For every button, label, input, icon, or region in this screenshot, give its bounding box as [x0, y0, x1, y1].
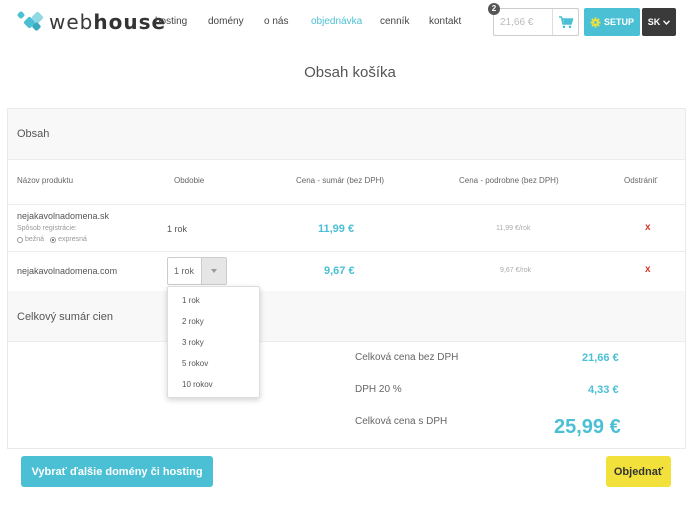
product-name: nejakavolnadomena.sk: [17, 211, 110, 221]
row-divider: [8, 204, 685, 205]
cart-count-badge: 2: [488, 3, 500, 15]
summary-label-vat: DPH 20 %: [355, 384, 402, 395]
nav-hosting[interactable]: hosting: [155, 16, 188, 27]
column-header-product: Názov produktu: [17, 176, 74, 185]
site-header: webhouse hosting domény o nás objednávka…: [0, 0, 700, 44]
nav-cennik[interactable]: cenník: [380, 16, 410, 27]
summary-value-gross: 25,99 €: [554, 416, 621, 438]
product-name: nejakavolnadomena.com: [17, 266, 118, 276]
column-header-remove: Odstrániť: [624, 176, 658, 185]
period-dropdown-menu: 1 rok 2 roky 3 roky 5 rokov 10 rokov: [167, 286, 260, 398]
summary-section-title: Celkový sumár cien: [17, 311, 113, 323]
radio-bezna[interactable]: [17, 236, 23, 243]
summary-value-net: 21,66 €: [582, 352, 619, 364]
price-detail: 11,99 €/rok: [496, 225, 531, 232]
logo[interactable]: webhouse: [16, 10, 166, 34]
radio-bezna-label: bežná: [25, 236, 45, 243]
row-divider: [8, 251, 685, 252]
content-section-header: Obsah: [8, 109, 685, 160]
nav-kontakt[interactable]: kontakt: [429, 16, 462, 27]
radio-expresna-label: expresná: [58, 236, 87, 243]
remove-item-button[interactable]: x: [645, 222, 651, 233]
page-title: Obsah košíka: [304, 64, 396, 81]
cart-icon[interactable]: [558, 14, 574, 30]
chevron-down-icon[interactable]: [201, 258, 226, 284]
dropdown-option[interactable]: 10 rokov: [182, 380, 213, 389]
dropdown-option[interactable]: 3 roky: [182, 338, 204, 347]
summary-label-net: Celková cena bez DPH: [355, 352, 459, 363]
dropdown-option[interactable]: 2 roky: [182, 317, 204, 326]
price-total: 11,99 €: [318, 223, 355, 235]
setup-label: SETUP: [603, 17, 634, 27]
summary-label-gross: Celková cena s DPH: [355, 416, 448, 427]
language-select[interactable]: SK: [642, 8, 676, 36]
registration-method-options: bežná expresná: [17, 236, 87, 243]
price-total: 9,67 €: [324, 265, 355, 277]
dropdown-option[interactable]: 1 rok: [182, 296, 200, 305]
setup-button[interactable]: SETUP: [584, 8, 640, 36]
gear-icon: [590, 16, 601, 28]
column-header-price-detail: Cena - podrobne (bez DPH): [459, 176, 559, 185]
radio-expresna[interactable]: [50, 236, 57, 243]
cart-widget[interactable]: 21,66 €: [493, 8, 579, 36]
summary-value-vat: 4,33 €: [588, 384, 619, 396]
cart-amount: 21,66 €: [500, 17, 534, 28]
price-detail: 9,67 €/rok: [500, 267, 532, 274]
nav-o-nas[interactable]: o nás: [264, 16, 289, 27]
cart-card: Obsah Celkový sumár cien: [7, 108, 686, 449]
dropdown-option[interactable]: 5 rokov: [182, 359, 209, 368]
cart-divider: [552, 9, 553, 35]
choose-more-button[interactable]: Vybrať ďalšie domény či hosting: [21, 456, 213, 487]
remove-item-button[interactable]: x: [645, 264, 651, 275]
summary-section-header: Celkový sumár cien: [8, 291, 685, 342]
column-header-price-total: Cena - sumár (bez DPH): [296, 176, 385, 185]
period-select-value: 1 rok: [174, 266, 195, 276]
period-select[interactable]: 1 rok: [167, 257, 227, 285]
order-button[interactable]: Objednať: [606, 456, 671, 487]
chevron-down-icon: [663, 19, 671, 25]
period-value: 1 rok: [167, 224, 188, 234]
column-header-period: Obdobie: [174, 176, 205, 185]
language-label: SK: [647, 17, 661, 27]
nav-domeny[interactable]: domény: [208, 16, 244, 27]
logo-icon: [16, 10, 46, 34]
nav-objednavka[interactable]: objednávka: [311, 16, 363, 27]
logo-text: webhouse: [49, 10, 167, 34]
registration-method-label: Spôsob registrácie:: [17, 225, 77, 232]
content-section-title: Obsah: [17, 128, 50, 140]
